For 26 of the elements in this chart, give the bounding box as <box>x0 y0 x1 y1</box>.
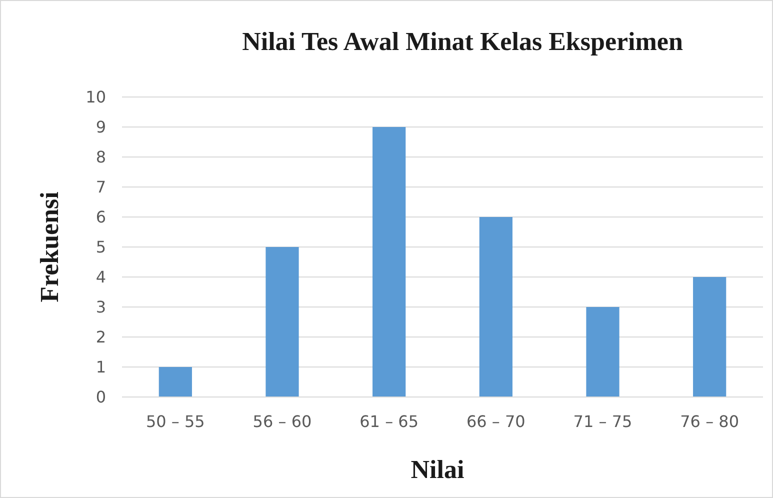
x-tick-label: 56 – 60 <box>252 412 312 431</box>
y-axis-title: Frekuensi <box>35 192 64 302</box>
y-tick-label: 6 <box>96 208 106 227</box>
y-tick-label: 10 <box>86 88 106 107</box>
bar <box>693 277 726 397</box>
x-tick-label: 71 – 75 <box>573 412 632 431</box>
y-tick-label: 0 <box>96 388 106 407</box>
y-tick-label: 9 <box>96 118 106 137</box>
bar <box>372 127 406 397</box>
y-tick-label: 5 <box>96 238 106 257</box>
y-tick-label: 8 <box>96 148 106 167</box>
x-tick-label: 66 – 70 <box>466 412 526 431</box>
y-tick-label: 2 <box>96 328 106 347</box>
bar <box>479 217 512 397</box>
chart-title: Nilai Tes Awal Minat Kelas Eksperimen <box>242 27 684 56</box>
x-tick-label: 76 – 80 <box>680 412 740 431</box>
bar <box>158 367 192 397</box>
y-tick-label: 3 <box>96 298 106 317</box>
y-tick-label: 4 <box>96 268 106 287</box>
bar <box>586 307 620 397</box>
x-axis-title: Nilai <box>410 455 464 484</box>
x-tick-label: 61 – 65 <box>360 412 419 431</box>
x-tick-label: 50 – 55 <box>146 412 205 431</box>
y-tick-label: 1 <box>96 358 106 377</box>
bar <box>266 247 299 397</box>
y-tick-label: 7 <box>96 178 106 197</box>
